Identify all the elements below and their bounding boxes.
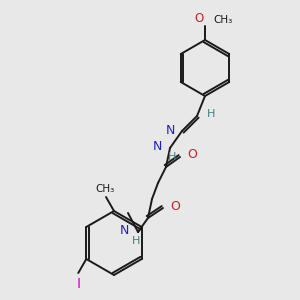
Text: O: O [195,12,204,25]
Text: N: N [166,124,175,136]
Text: O: O [170,200,180,212]
Text: I: I [76,277,80,291]
Text: CH₃: CH₃ [95,184,115,194]
Text: O: O [187,148,197,161]
Text: CH₃: CH₃ [213,15,232,25]
Text: N: N [153,140,162,154]
Text: H: H [132,236,140,246]
Text: N: N [120,224,129,238]
Text: H: H [168,152,176,162]
Text: H: H [207,109,215,119]
